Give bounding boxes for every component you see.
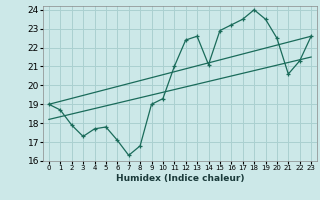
X-axis label: Humidex (Indice chaleur): Humidex (Indice chaleur): [116, 174, 244, 183]
